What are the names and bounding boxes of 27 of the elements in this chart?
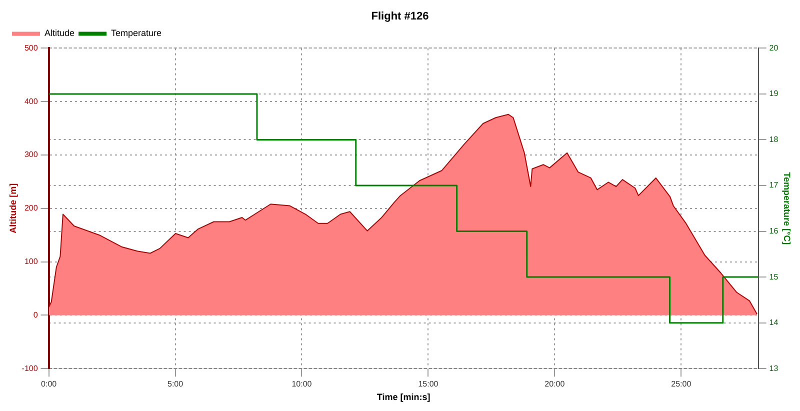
y2-tick-label: 16 [769,226,779,236]
x-tick-label: 5:00 [167,380,184,389]
y2-tick-label: 15 [769,272,779,282]
y2-tick-label: 20 [769,43,779,52]
y2-tick-label: 14 [769,318,779,328]
x-tick-label: 0:00 [41,380,58,389]
y2-axis-title: Temperature [°C] [782,172,792,245]
y-tick-label: 100 [24,257,38,266]
x-tick-label: 25:00 [671,380,692,389]
x-tick-label: 15:00 [418,380,439,389]
x-axis-title: Time [min:s] [376,392,430,402]
y-tick-label: -100 [22,364,38,373]
y-tick-label: 300 [24,150,38,160]
legend-label: Altitude [44,28,75,38]
chart-title: Flight #126 [371,10,429,23]
y2-tick-label: 18 [769,134,779,144]
y-tick-label: 0 [33,310,38,320]
y-tick-label: 400 [24,96,38,106]
x-tick-label: 20:00 [544,380,566,389]
y-tick-label: 200 [24,204,38,213]
y2-tick-label: 13 [769,364,779,373]
y2-tick-label: 17 [769,180,779,190]
y2-tick-label: 19 [769,89,779,98]
y-axis-title: Altitude [m] [8,183,18,234]
x-tick-label: 10:00 [292,380,312,389]
y-tick-label: 500 [24,43,38,52]
legend-label: Temperature [111,28,162,38]
